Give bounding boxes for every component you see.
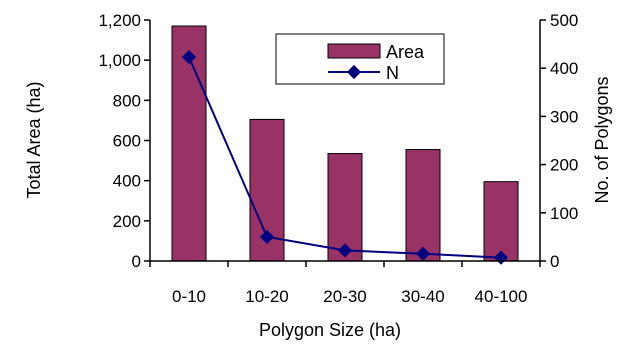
legend-n-marker	[346, 64, 362, 80]
point-n-20-30	[337, 243, 353, 258]
legend-box	[275, 33, 445, 85]
y2-tick-label: 0	[550, 252, 559, 271]
x-tick-label: 40-100	[475, 287, 528, 306]
y-tick-label: 800	[113, 91, 141, 110]
y-tick-label: 0	[132, 252, 141, 271]
bar-20-30	[327, 153, 363, 262]
y2-tick-label: 400	[550, 59, 578, 78]
y-tick-label: 400	[113, 172, 141, 191]
x-tick-label: 10-20	[245, 287, 288, 306]
y2-tick-label: 500	[550, 11, 578, 30]
bar-0-10	[171, 25, 207, 262]
point-n-30-40	[415, 246, 431, 261]
point-n-10-20	[259, 229, 275, 244]
legend-n-label: N	[386, 63, 399, 83]
legend: Area N	[275, 33, 445, 85]
tick-labels: 0 200 400 600 800 1,000 1,200 0 100 200 300 400 500 0…	[98, 11, 578, 306]
y2-axis-label: No. of Polygons	[592, 76, 612, 203]
x-axis-label: Polygon Size (ha)	[259, 320, 401, 340]
axes	[144, 19, 546, 267]
legend-area-label: Area	[386, 42, 425, 62]
y2-tick-label: 200	[550, 156, 578, 175]
bar-series-area	[171, 25, 519, 262]
y-tick-label: 200	[113, 212, 141, 231]
y-tick-label: 1,200	[98, 11, 141, 30]
y-axis-label: Total Area (ha)	[24, 81, 44, 198]
y2-tick-label: 100	[550, 204, 578, 223]
legend-area-swatch	[327, 43, 381, 59]
bar-30-40	[405, 149, 441, 262]
x-tick-label: 20-30	[323, 287, 366, 306]
y2-tick-label: 300	[550, 107, 578, 126]
y-tick-label: 600	[113, 132, 141, 151]
y-tick-label: 1,000	[98, 51, 141, 70]
bar-40-100	[483, 181, 519, 262]
x-tick-label: 0-10	[172, 287, 206, 306]
x-tick-label: 30-40	[401, 287, 444, 306]
